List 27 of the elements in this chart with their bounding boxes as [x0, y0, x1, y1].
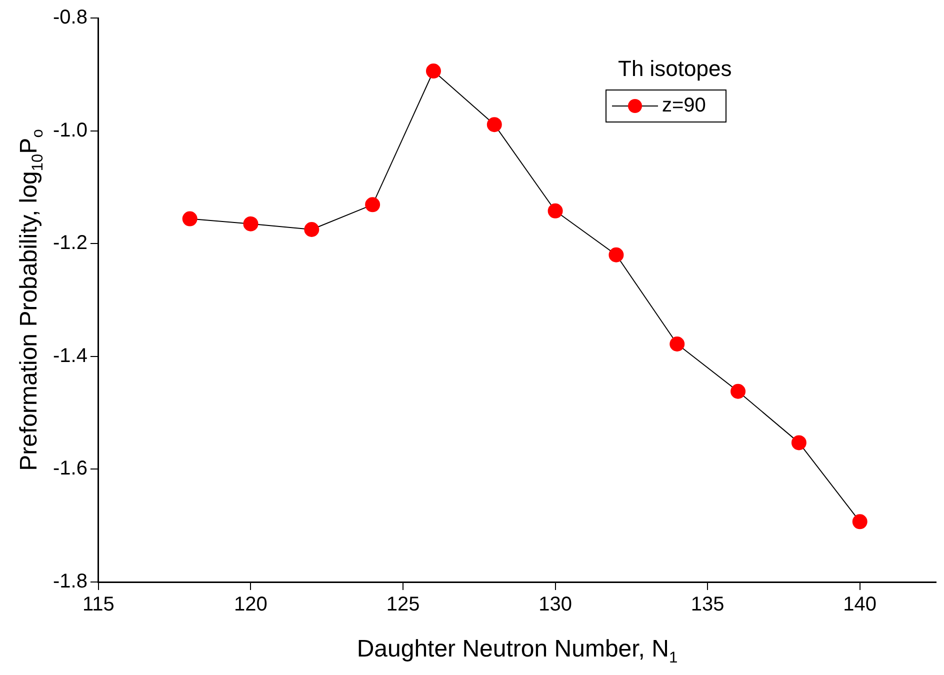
- y-tick-label: -1.2: [52, 232, 88, 254]
- x-tick-label: 125: [386, 594, 420, 616]
- y-tick-label: -1.6: [52, 458, 88, 480]
- point: [608, 247, 624, 262]
- y-tick-label: -1.8: [52, 570, 88, 593]
- point: [243, 216, 258, 232]
- point: [852, 514, 868, 530]
- point: [426, 64, 441, 79]
- point: [365, 197, 380, 212]
- x-tick-label: 115: [82, 594, 114, 616]
- point: [670, 336, 685, 352]
- y-tick-label: -0.8: [52, 6, 88, 29]
- point: [548, 203, 563, 218]
- x-tick-label: 140: [843, 594, 877, 616]
- point: [791, 435, 806, 450]
- y-tick-label: -1.4: [52, 344, 88, 367]
- point: [182, 211, 198, 226]
- y-tick-label: -1.0: [52, 119, 88, 142]
- point: [304, 222, 320, 237]
- x-tick-label: 135: [690, 594, 724, 616]
- point: [730, 384, 746, 399]
- x-tick-label: 130: [538, 594, 572, 616]
- y-axis-title: Preformation Probability, log10Po: [16, 128, 47, 471]
- legend-title: Th isotopes: [618, 56, 732, 82]
- x-tick-label: 120: [234, 594, 268, 616]
- point: [486, 117, 502, 132]
- legend-label: z=90: [662, 94, 706, 117]
